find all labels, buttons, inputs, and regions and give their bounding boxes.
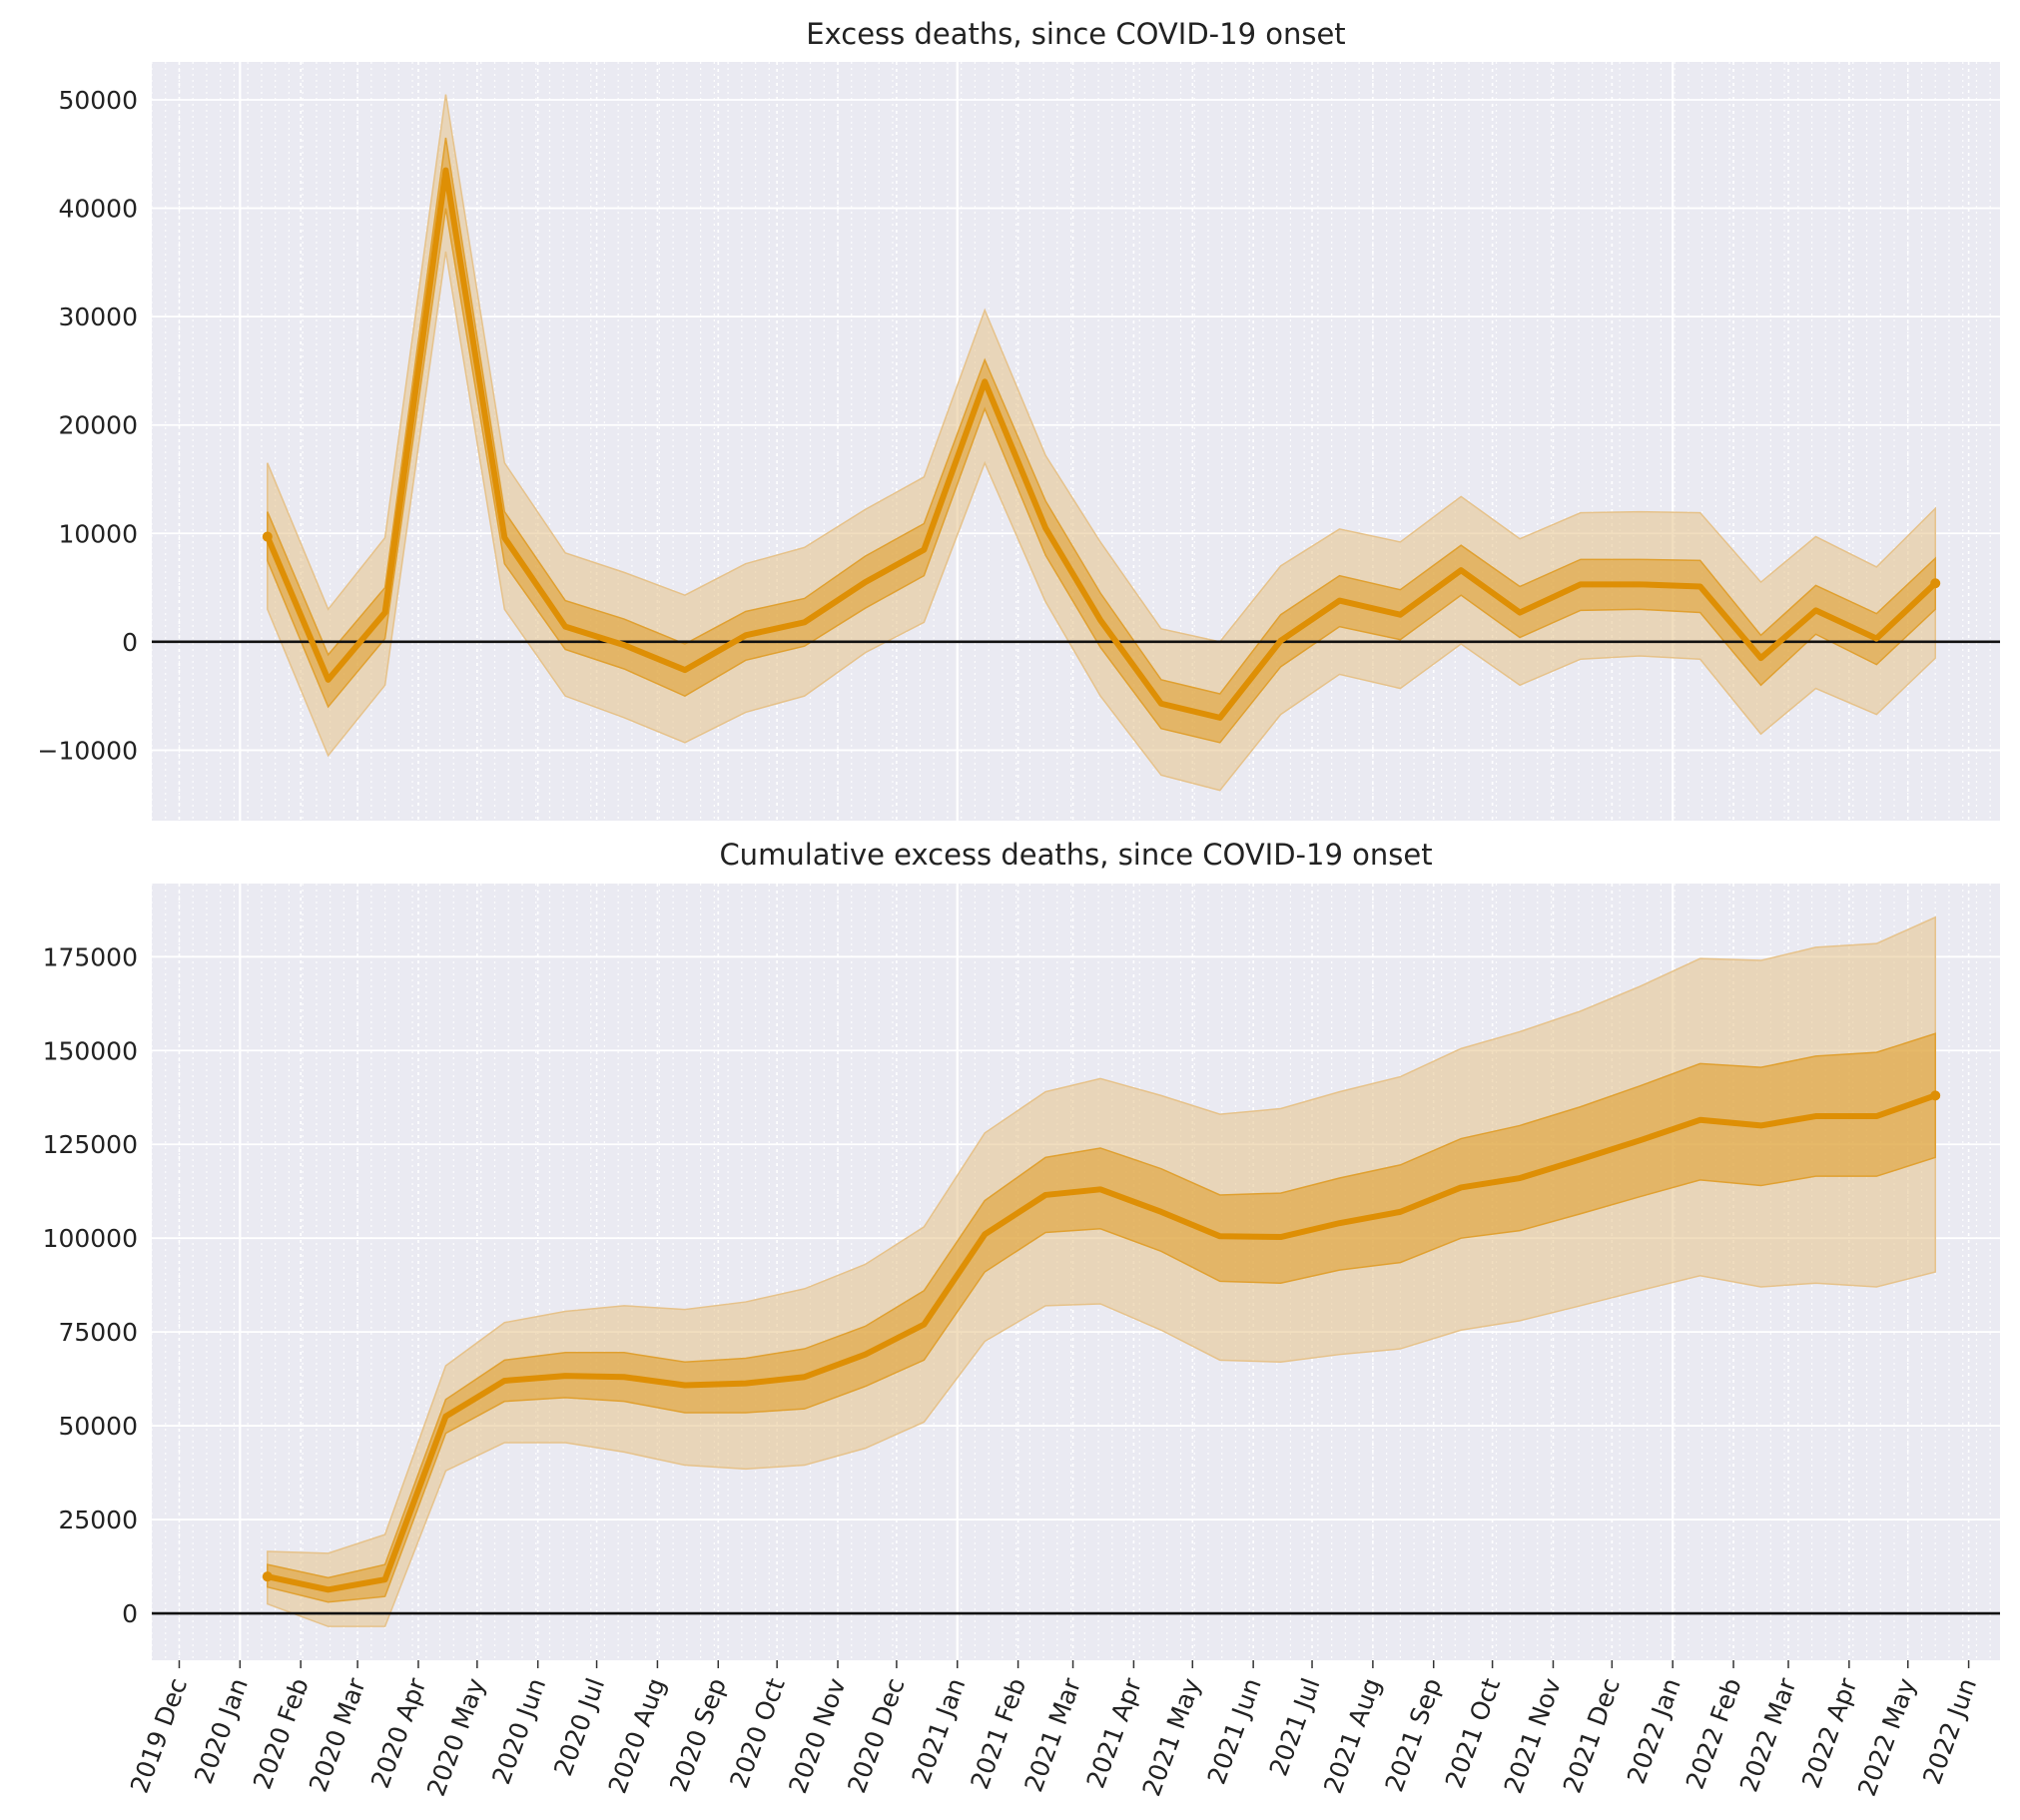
x-tick-label: 2021 Oct	[1440, 1674, 1507, 1792]
inner-uncertainty-band	[267, 137, 1936, 744]
x-tick-label: 2022 Apr	[1796, 1673, 1863, 1791]
excess-deaths-panel: −10000 0 10000 20000 30000 40000 50000 Excess d…	[38, 17, 2000, 821]
y-tick-label: 150000	[43, 1036, 138, 1065]
y-tick-label: 75000	[58, 1318, 138, 1347]
x-tick-label: 2022 Mar	[1734, 1673, 1802, 1795]
median-line	[264, 1092, 1939, 1593]
x-tick-label: 2020 Oct	[724, 1674, 791, 1792]
x-tick-label: 2020 Nov	[783, 1674, 851, 1797]
y-tick-label: 100000	[43, 1224, 138, 1253]
x-tick-label: 2022 Jan	[1622, 1674, 1686, 1787]
x-tick-label: 2022 Jun	[1917, 1674, 1982, 1788]
x-tick-label: 2020 Aug	[603, 1674, 671, 1797]
x-tick-label: 2021 Jan	[906, 1674, 971, 1787]
y-tick-label: 10000	[58, 519, 138, 548]
outer-uncertainty-band	[267, 915, 1936, 1627]
x-tick-label: 2020 Feb	[248, 1674, 315, 1793]
y-tick-label: 0	[122, 628, 138, 657]
y-tick-label: 40000	[58, 195, 138, 224]
x-tick-label: 2021 Jul	[1264, 1674, 1326, 1780]
cumulative-excess-deaths-panel: 0 25000 50000 75000 100000 125000 150000 175000…	[43, 838, 2000, 1660]
x-tick-label: 2021 Aug	[1318, 1674, 1386, 1797]
y-tick-label: 125000	[43, 1130, 138, 1159]
median-line	[264, 167, 1939, 721]
y-tick-label: 25000	[58, 1506, 138, 1534]
x-tick-label: 2020 Jul	[548, 1674, 610, 1780]
x-tick-label: 2021 Nov	[1499, 1674, 1567, 1797]
x-tick-label: 2021 Sep	[1380, 1674, 1448, 1795]
y-tick-label: 0	[122, 1599, 138, 1628]
x-tick-label: 2020 Sep	[664, 1674, 732, 1795]
y-tick-label: 50000	[58, 1412, 138, 1441]
x-tick-label: 2021 Apr	[1081, 1673, 1148, 1791]
endpoint-marker	[262, 1571, 273, 1582]
y-tick-label: 50000	[58, 86, 138, 115]
endpoint-marker	[1930, 578, 1941, 589]
x-tick-label: 2021 May	[1137, 1674, 1206, 1800]
x-tick-label: 2019 Dec	[125, 1674, 193, 1797]
x-tick-label: 2020 Jun	[486, 1674, 551, 1788]
y-tick-label: 30000	[58, 303, 138, 331]
chart-title: Cumulative excess deaths, since COVID-19…	[719, 838, 1432, 872]
chart-title: Excess deaths, since COVID-19 onset	[806, 17, 1345, 51]
y-tick-label: 20000	[58, 411, 138, 440]
x-tick-label: 2021 Jun	[1202, 1674, 1267, 1788]
x-tick-label: 2020 Mar	[304, 1673, 371, 1795]
x-tick-label: 2020 Jan	[189, 1674, 254, 1787]
y-tick-label: −10000	[38, 736, 138, 765]
endpoint-marker	[1930, 1090, 1941, 1101]
y-tick-label: 175000	[43, 942, 138, 971]
x-tick-label: 2020 May	[421, 1674, 490, 1800]
plot-background	[152, 62, 2000, 821]
x-tick-label: 2022 May	[1852, 1674, 1921, 1800]
x-tick-label: 2021 Dec	[1558, 1674, 1626, 1797]
x-tick-label: 2020 Apr	[365, 1673, 432, 1791]
x-tick-label: 2021 Mar	[1018, 1673, 1086, 1795]
x-tick-label: 2020 Dec	[842, 1674, 910, 1797]
endpoint-marker	[262, 531, 273, 542]
